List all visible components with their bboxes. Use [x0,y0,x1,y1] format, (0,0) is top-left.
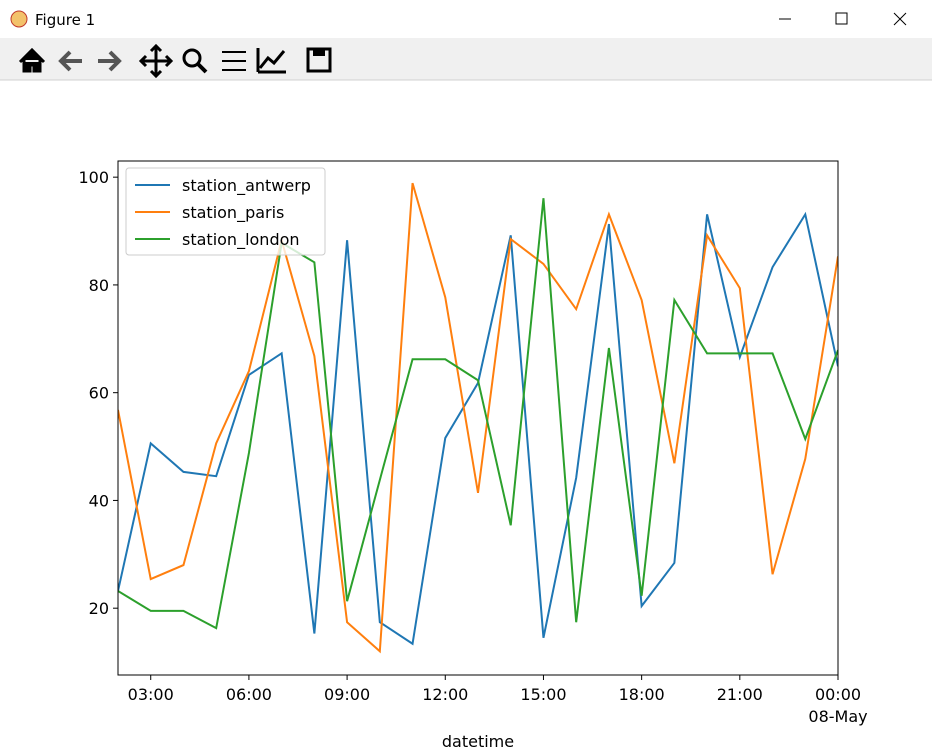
x-tick-label: 18:00 [619,685,665,704]
x-tick-label-line: 09:00 [324,685,370,704]
app-icon [10,10,28,28]
configure-button[interactable] [222,51,246,71]
x-tick-label-line: 03:00 [128,685,174,704]
y-tick-label: 20 [89,599,109,618]
y-tick-label: 40 [89,491,109,510]
close-button[interactable] [893,12,907,26]
plot-lines [118,182,838,654]
zoom-button[interactable] [182,48,202,68]
title-bar [0,0,932,38]
x-tick-label: 12:00 [422,685,468,704]
series-line [118,198,838,630]
home-button[interactable] [18,47,46,73]
toolbar [0,38,932,80]
x-tick-label: 06:00 [226,685,272,704]
y-tick-label: 60 [89,384,109,403]
maximize-button[interactable] [835,12,848,25]
legend-box [125,167,326,256]
save-icon-part [313,49,325,56]
back-button[interactable] [58,50,82,72]
x-tick-label: 03:00 [128,685,174,704]
x-tick-label-line: 12:00 [422,685,468,704]
legend-label: station_antwerp [182,176,311,196]
legend-label: station_london [182,230,300,250]
y-tick-label: 80 [89,276,109,295]
x-axis-label: datetime [442,732,514,750]
x-tick-label-line: 18:00 [619,685,665,704]
y-tick-label: 100 [78,168,109,187]
x-tick-label-line: 21:00 [717,685,763,704]
axes-frame [117,160,839,676]
series-line [118,182,838,654]
x-tick-label: 21:00 [717,685,763,704]
x-tick-label-line: 15:00 [520,685,566,704]
pan-button[interactable] [138,43,174,79]
x-tick-label: 15:00 [520,685,566,704]
window-title: Figure 1 [35,11,95,29]
axes-button[interactable] [256,48,286,74]
x-tick-label-line: 08-May [808,707,867,726]
x-tick-label-line: 06:00 [226,685,272,704]
zoom-handle [196,62,208,74]
x-tick-label: 09:00 [324,685,370,704]
forward-button[interactable] [98,50,122,72]
x-tick-label-line: 00:00 [815,685,861,704]
x-tick-label: 00:00 08-May [808,685,867,726]
legend-label: station_paris [182,203,284,223]
